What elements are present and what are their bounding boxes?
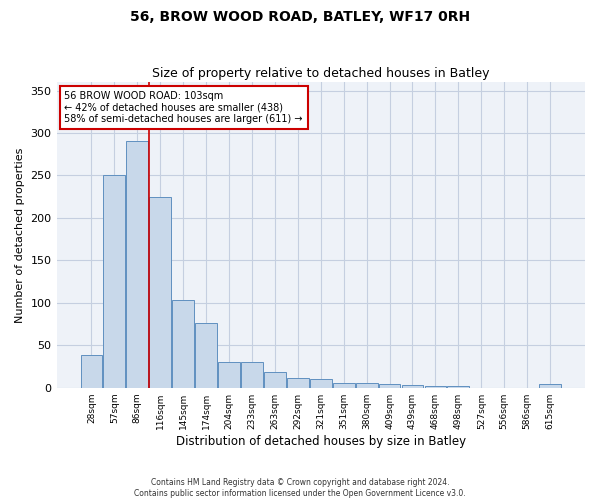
Bar <box>379 384 400 388</box>
Bar <box>310 379 332 388</box>
Text: 56 BROW WOOD ROAD: 103sqm
← 42% of detached houses are smaller (438)
58% of semi: 56 BROW WOOD ROAD: 103sqm ← 42% of detac… <box>64 91 303 124</box>
Bar <box>356 384 377 388</box>
Bar <box>401 385 424 388</box>
Bar <box>448 386 469 388</box>
Bar <box>80 356 103 388</box>
Bar <box>127 142 148 388</box>
X-axis label: Distribution of detached houses by size in Batley: Distribution of detached houses by size … <box>176 434 466 448</box>
Title: Size of property relative to detached houses in Batley: Size of property relative to detached ho… <box>152 66 490 80</box>
Bar <box>287 378 309 388</box>
Bar <box>264 372 286 388</box>
Bar <box>425 386 446 388</box>
Bar <box>241 362 263 388</box>
Bar <box>172 300 194 388</box>
Text: Contains HM Land Registry data © Crown copyright and database right 2024.
Contai: Contains HM Land Registry data © Crown c… <box>134 478 466 498</box>
Bar <box>103 176 125 388</box>
Text: 56, BROW WOOD ROAD, BATLEY, WF17 0RH: 56, BROW WOOD ROAD, BATLEY, WF17 0RH <box>130 10 470 24</box>
Bar <box>539 384 561 388</box>
Bar <box>333 382 355 388</box>
Bar <box>218 362 240 388</box>
Bar <box>195 323 217 388</box>
Bar <box>149 196 171 388</box>
Y-axis label: Number of detached properties: Number of detached properties <box>15 147 25 322</box>
